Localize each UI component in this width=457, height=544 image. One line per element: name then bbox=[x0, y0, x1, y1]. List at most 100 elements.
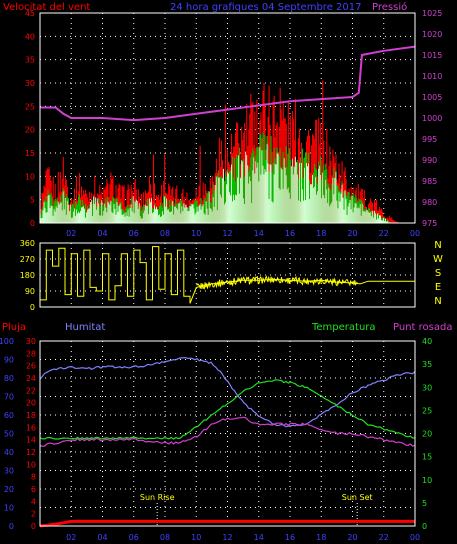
compass-label: N bbox=[434, 296, 441, 307]
temperature-tick-label: 25 bbox=[422, 406, 432, 415]
rain-tick-label: 30 bbox=[4, 467, 14, 476]
temperature-tick-label: 10 bbox=[422, 476, 432, 485]
temperature-tick-label: 5 bbox=[422, 499, 427, 508]
direction-tick-label: 360 bbox=[20, 239, 35, 248]
wind-speed-tick-label: 25 bbox=[25, 102, 35, 111]
hour-tick-label: 14 bbox=[254, 533, 264, 542]
rain-tick-label: 70 bbox=[4, 393, 14, 402]
hour-tick-label: 08 bbox=[160, 229, 170, 238]
wind-direction-line bbox=[40, 246, 415, 304]
humidity-axis-title: Humitat bbox=[65, 322, 105, 333]
hour-tick-label: 20 bbox=[347, 533, 357, 542]
rain-tick-label: 50 bbox=[4, 430, 14, 439]
compass-label: S bbox=[435, 268, 441, 279]
wind-pressure-panel: 0510152025303540459759809859909951000100… bbox=[25, 9, 443, 238]
wind-speed-tick-label: 15 bbox=[25, 149, 35, 158]
temperature-tick-label: 0 bbox=[422, 522, 427, 531]
direction-tick-label: 180 bbox=[20, 271, 35, 280]
hour-tick-label: 08 bbox=[160, 533, 170, 542]
hour-tick-label: 10 bbox=[191, 229, 201, 238]
humidity-tick-label: 14 bbox=[26, 436, 36, 445]
humidity-tick-label: 28 bbox=[26, 349, 36, 358]
rain-axis-title: Pluja bbox=[2, 322, 26, 333]
wind-speed-tick-label: 45 bbox=[25, 9, 35, 18]
wind-speed-tick-label: 10 bbox=[25, 172, 35, 181]
humidity-tick-label: 16 bbox=[26, 423, 36, 432]
direction-tick-label: 270 bbox=[20, 255, 35, 264]
humidity-tick-label: 6 bbox=[31, 485, 36, 494]
direction-tick-label: 0 bbox=[30, 303, 35, 312]
pressure-tick-label: 990 bbox=[422, 156, 437, 165]
hour-tick-label: 12 bbox=[222, 229, 232, 238]
pressure-tick-label: 995 bbox=[422, 135, 437, 144]
hour-tick-label: 04 bbox=[97, 533, 107, 542]
hour-tick-label: 00 bbox=[410, 229, 420, 238]
rain-tick-label: 100 bbox=[0, 337, 14, 346]
compass-label: N bbox=[434, 240, 441, 251]
temperature-tick-label: 35 bbox=[422, 360, 432, 369]
temperature-line bbox=[39, 379, 416, 440]
pressure-tick-label: 1020 bbox=[422, 30, 442, 39]
hour-tick-label: 06 bbox=[129, 229, 139, 238]
wind-speed-tick-label: 40 bbox=[25, 32, 35, 41]
humidity-line bbox=[39, 356, 416, 428]
chart-title: 24 hora grafiques 04 Septembre 2017 bbox=[170, 2, 361, 13]
rain-tick-label: 20 bbox=[4, 485, 14, 494]
temperature-tick-label: 15 bbox=[422, 453, 432, 462]
hour-tick-label: 22 bbox=[379, 229, 389, 238]
direction-tick-label: 90 bbox=[25, 287, 35, 296]
humidity-tick-label: 24 bbox=[26, 374, 36, 383]
plot-frame bbox=[39, 242, 416, 308]
hour-tick-label: 06 bbox=[129, 533, 139, 542]
rain-tick-label: 60 bbox=[4, 411, 14, 420]
wind-speed-tick-label: 35 bbox=[25, 56, 35, 65]
temperature-tick-label: 40 bbox=[422, 337, 432, 346]
humidity-tick-label: 4 bbox=[31, 497, 36, 506]
wind-speed-tick-label: 20 bbox=[25, 126, 35, 135]
wind-speed-tick-label: 30 bbox=[25, 79, 35, 88]
plot-frame bbox=[39, 12, 416, 224]
hour-tick-label: 20 bbox=[347, 229, 357, 238]
hour-tick-label: 18 bbox=[316, 533, 326, 542]
temp-humidity-panel: Sun Rise Sun Set0102030405060708090100024… bbox=[0, 337, 432, 542]
pressure-tick-label: 1025 bbox=[422, 9, 442, 18]
temperature-axis-title: Temperatura bbox=[311, 322, 376, 333]
temperature-tick-label: 30 bbox=[422, 383, 432, 392]
hour-tick-label: 16 bbox=[285, 229, 295, 238]
dewpoint-line bbox=[39, 416, 416, 447]
humidity-tick-label: 8 bbox=[31, 473, 36, 482]
sun-annotation: Sun Set bbox=[342, 493, 373, 502]
pressure-tick-label: 1015 bbox=[422, 51, 442, 60]
hour-tick-label: 02 bbox=[66, 229, 76, 238]
hour-tick-label: 22 bbox=[379, 533, 389, 542]
hour-tick-label: 02 bbox=[66, 533, 76, 542]
hour-tick-label: 12 bbox=[222, 533, 232, 542]
sun-annotation: Sun Rise bbox=[140, 493, 175, 502]
wind-speed-axis-title: Velocitat del vent bbox=[3, 2, 90, 13]
hour-tick-label: 18 bbox=[316, 229, 326, 238]
humidity-tick-label: 20 bbox=[26, 399, 36, 408]
pressure-tick-label: 1005 bbox=[422, 93, 442, 102]
plot-frame bbox=[39, 340, 416, 527]
pressure-tick-label: 1010 bbox=[422, 72, 442, 81]
humidity-tick-label: 2 bbox=[31, 510, 36, 519]
humidity-tick-label: 18 bbox=[26, 411, 36, 420]
humidity-tick-label: 26 bbox=[26, 362, 36, 371]
pressure-tick-label: 985 bbox=[422, 177, 437, 186]
compass-label: W bbox=[433, 254, 443, 265]
humidity-tick-label: 30 bbox=[26, 337, 36, 346]
pressure-line bbox=[40, 45, 416, 122]
dewpoint-axis-title: Punt rosada bbox=[393, 322, 452, 333]
compass-label: E bbox=[435, 282, 441, 293]
humidity-tick-label: 10 bbox=[26, 460, 36, 469]
hour-tick-label: 14 bbox=[254, 229, 264, 238]
pressure-axis-title: Pressió bbox=[372, 1, 407, 13]
humidity-tick-label: 0 bbox=[31, 522, 36, 531]
pressure-tick-label: 1000 bbox=[422, 114, 442, 123]
rain-tick-label: 40 bbox=[4, 448, 14, 457]
hour-tick-label: 04 bbox=[97, 229, 107, 238]
wind-speed-tick-label: 5 bbox=[30, 196, 35, 205]
pressure-tick-label: 980 bbox=[422, 198, 437, 207]
